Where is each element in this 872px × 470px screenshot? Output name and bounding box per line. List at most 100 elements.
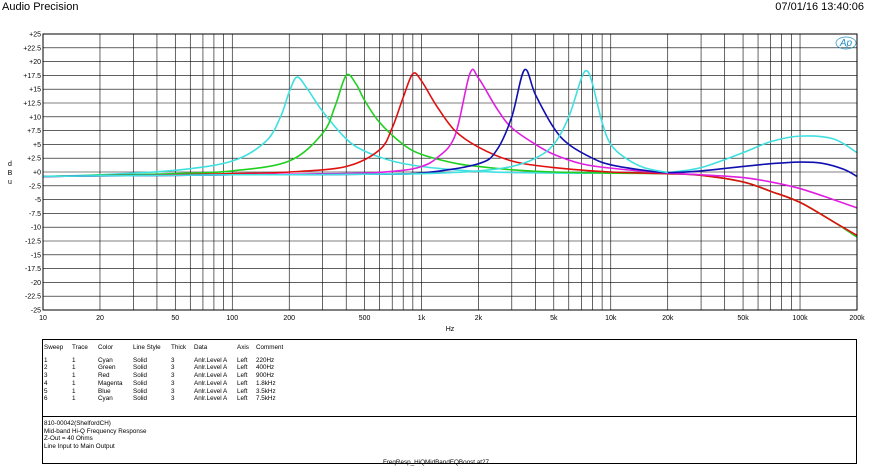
y-tick-label: +17.5: [23, 73, 41, 80]
y-tick-label: +7.5: [27, 128, 41, 135]
x-tick-label: 20: [96, 315, 104, 322]
legend-cell: 5: [44, 387, 48, 395]
legend-cell: 7.5kHz: [256, 395, 276, 403]
x-tick-label: 200k: [849, 315, 865, 322]
x-tick-label: 10k: [605, 315, 617, 322]
y-tick-label: -17.5: [25, 266, 41, 273]
legend-cell: 400Hz: [256, 364, 275, 372]
series-line: [42, 69, 668, 178]
frequency-response-chart: +25 +22.5 +20 +17.5 +15 +12.5 +10 +7.5 +5 +2.5 +0 -…: [8, 32, 865, 334]
y-tick-label: -7.5: [29, 211, 41, 218]
x-tick-label: 50k: [737, 315, 749, 322]
legend-cell: 3.5kHz: [256, 387, 276, 395]
legend-cell: Solid: [133, 372, 148, 380]
y-tick-label: -12.5: [25, 239, 41, 246]
y-tick-label: +15: [29, 87, 41, 94]
legend-cell: Solid: [133, 379, 148, 387]
legend-cell: 1: [44, 356, 48, 364]
legend-cell: 3: [171, 372, 175, 380]
notes-line: Z-Out = 40 Ohms: [44, 435, 93, 443]
notes-line: 810-00042(ShelfordCH): [44, 420, 111, 427]
legend-cell: Solid: [133, 364, 148, 372]
plot-frame: [42, 33, 858, 311]
sweep-legend-table: Sweep Trace Color Line Style Thick Data Axis Co…: [42, 339, 857, 417]
x-tick-label: 50: [171, 315, 179, 322]
legend-header-cell: Sweep: [44, 344, 64, 351]
y-axis-label: u: [8, 179, 12, 186]
legend-cell: Left: [237, 364, 248, 372]
legend-row: 5 1 Blue Solid 3 Anlr.Level A Left 3.5kHz: [44, 388, 296, 396]
legend-cell: Green: [98, 364, 116, 372]
y-tick-label: -10: [31, 225, 41, 232]
legend-cell: 3: [171, 379, 175, 387]
legend-cell: 1.8kHz: [256, 379, 276, 387]
legend-cell: 1: [72, 364, 76, 372]
legend-cell: Anlr.Level A: [194, 387, 228, 395]
y-tick-label: -22.5: [25, 294, 41, 301]
y-tick-label: +12.5: [23, 101, 41, 108]
x-tick-label: 2k: [475, 315, 483, 322]
legend-cell: 3: [44, 372, 48, 380]
legend-cell: Anlr.Level A: [194, 364, 228, 372]
legend-header-cell: Comment: [256, 344, 284, 351]
legend-cell: 3: [171, 364, 175, 372]
legend-cell: Anlr.Level A: [194, 395, 228, 403]
x-tick-label: 100k: [792, 315, 808, 322]
y-tick-label: -25: [31, 308, 41, 315]
legend-cell: 3: [171, 395, 175, 403]
y-tick-label: +5: [33, 142, 41, 149]
legend-cell: 4: [44, 379, 48, 387]
legend-cell: Anlr.Level A: [194, 356, 228, 364]
timestamp: 07/01/16 13:40:06: [775, 1, 864, 13]
legend-cell: Anlr.Level A: [194, 372, 228, 380]
series-line: [42, 68, 858, 178]
x-axis-label: Hz: [446, 326, 455, 333]
legend-cell: 220Hz: [256, 356, 275, 364]
legend-cell: Left: [237, 379, 248, 387]
legend-cell: Blue: [98, 387, 111, 395]
series-line: [42, 68, 858, 209]
legend-cell: Solid: [133, 387, 148, 395]
legend-cell: 2: [44, 364, 48, 372]
legend-header-cell: Line Style: [133, 344, 161, 351]
ap-logo-ring: [835, 36, 857, 50]
legend-row: 2 1 Green Solid 3 Anlr.Level A Left 400Hz: [44, 364, 296, 372]
x-tick-label: 100: [226, 315, 238, 322]
legend-cell: 900Hz: [256, 372, 275, 380]
legend-cell: Left: [237, 387, 248, 395]
legend-cell: Red: [98, 372, 110, 380]
legend-cell: 1: [72, 379, 76, 387]
y-tick-label: +20: [29, 59, 41, 66]
x-tick-label: 500: [359, 315, 371, 322]
x-tick-label: 5k: [550, 315, 558, 322]
legend-cell: 1: [72, 356, 76, 364]
y-tick-label: -20: [31, 280, 41, 287]
legend-cell: Left: [237, 395, 248, 403]
app-title: Audio Precision: [2, 1, 79, 13]
legend-cell: Solid: [133, 395, 148, 403]
legend-cell: 3: [171, 356, 175, 364]
series-line: [42, 72, 858, 237]
y-tick-label: +25: [29, 32, 41, 39]
legend-cell: 6: [44, 395, 48, 403]
x-tick-label: 10: [39, 315, 47, 322]
y-tick-label: -5: [35, 197, 41, 204]
notes-line: Mid-band Hi-Q Frequency Response: [44, 427, 147, 435]
legend-row: 1 1 Cyan Solid 3 Anlr.Level A Left 220Hz: [44, 357, 296, 365]
file-name-footer: FreqResp_HiQMidBandEQBoost.at27: [382, 459, 490, 466]
y-axis-label: d: [8, 161, 12, 168]
legend-header-cell: Axis: [237, 344, 249, 351]
legend-cell: 1: [72, 372, 76, 380]
ap-logo: Ap: [839, 38, 853, 49]
y-tick-label: -15: [31, 252, 41, 259]
x-tick-label: 1k: [418, 315, 426, 322]
legend-row: 3 1 Red Solid 3 Anlr.Level A Left 900Hz: [44, 372, 296, 380]
notes-line: Line Input to Main Output: [44, 443, 115, 451]
legend-cell: Cyan: [98, 395, 113, 403]
legend-cell: Anlr.Level A: [194, 379, 228, 387]
legend-row: 6 1 Cyan Solid 3 Anlr.Level A Left 7.5kHz: [44, 395, 296, 403]
legend-header-cell: Data: [194, 344, 208, 351]
y-axis-label: B: [8, 170, 13, 177]
legend-cell: Left: [237, 356, 248, 364]
y-tick-label: +2.5: [27, 156, 41, 163]
